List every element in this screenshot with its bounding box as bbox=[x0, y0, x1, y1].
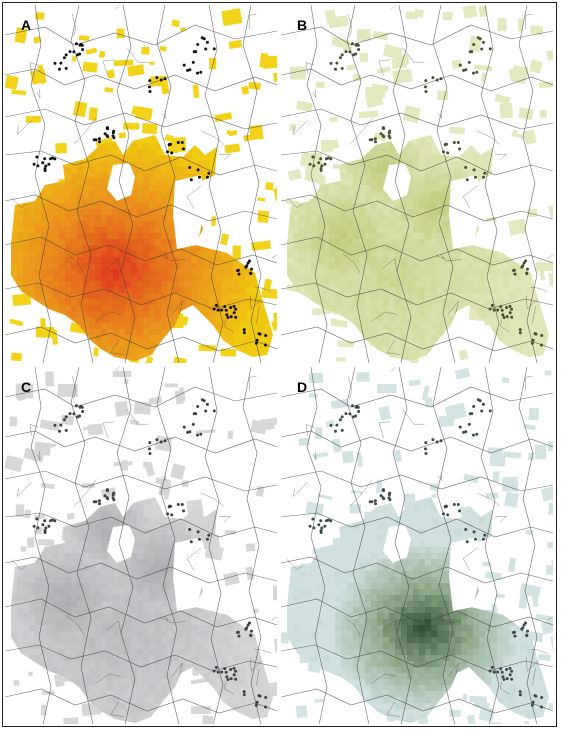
intensity-cells bbox=[287, 497, 549, 723]
map-svg-a bbox=[5, 5, 277, 363]
panel-label-d: D bbox=[297, 379, 308, 395]
admin-boundaries bbox=[5, 5, 277, 363]
panel-label-a: A bbox=[21, 17, 32, 33]
point-locations bbox=[308, 36, 544, 347]
admin-boundaries bbox=[281, 367, 553, 724]
map-svg-b bbox=[281, 5, 553, 363]
intensity-cells bbox=[11, 497, 273, 723]
point-locations bbox=[308, 398, 544, 709]
admin-boundaries bbox=[5, 367, 277, 724]
panel-label-c: C bbox=[21, 379, 32, 395]
map-svg-c bbox=[5, 367, 277, 724]
admin-boundaries bbox=[281, 5, 553, 363]
point-locations bbox=[32, 398, 268, 709]
point-locations bbox=[32, 36, 268, 347]
urban-footprint bbox=[11, 497, 273, 723]
map-panel-b: B bbox=[281, 5, 553, 363]
panel-label-b: B bbox=[297, 17, 308, 33]
map-svg-d bbox=[281, 367, 553, 724]
map-panel-d: D bbox=[281, 367, 553, 724]
map-panel-c: C bbox=[5, 367, 277, 724]
urban-footprint bbox=[287, 497, 549, 723]
map-panel-a: A bbox=[5, 5, 277, 363]
